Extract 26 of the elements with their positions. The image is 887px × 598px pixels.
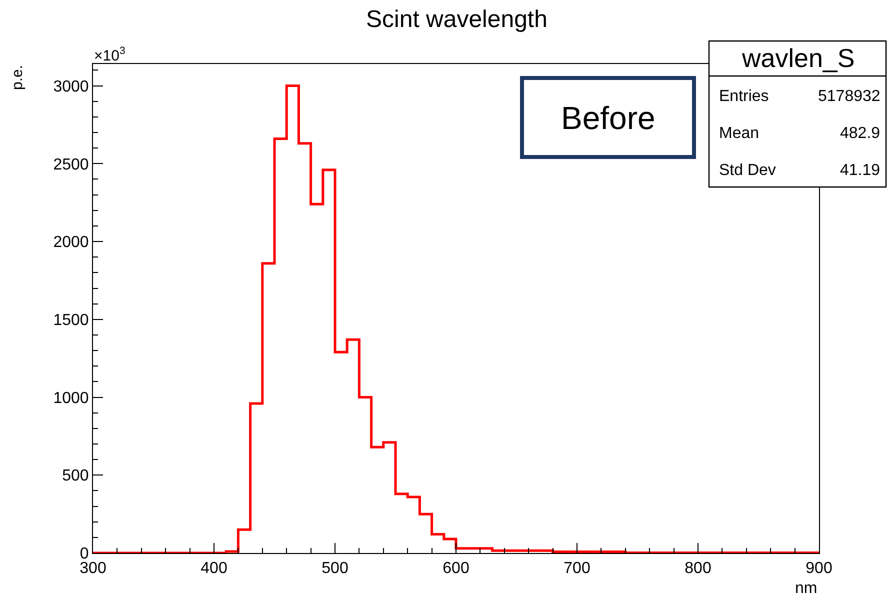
text: 41.19 (840, 162, 880, 179)
chart-title: Scint wavelength (366, 6, 548, 33)
y-tick-label: 3000 (53, 78, 89, 96)
x-tick-label: 700 (564, 560, 590, 578)
y-tick-label: 2000 (53, 234, 89, 252)
x-tick-label: 600 (442, 560, 470, 578)
x-axis-title: nm (795, 580, 818, 597)
y-axis-title: p.e. (9, 64, 26, 90)
annotation: 5178932 (818, 88, 880, 105)
x-tick-label: 300 (80, 560, 106, 578)
y-tick-label: 1500 (53, 312, 89, 329)
x-tick-label: 400 (200, 560, 228, 578)
y-tick-label: 0 (80, 546, 89, 563)
annotation: Mean (719, 125, 760, 142)
y-tick-label: 2500 (53, 156, 89, 174)
annotation: Entries (719, 88, 769, 105)
x-tick-label: 900 (806, 560, 832, 578)
annotation: Std Dev (719, 162, 776, 179)
text: 482.9 (840, 125, 880, 142)
annotation: Before (561, 100, 656, 136)
y-tick-label: 1000 (53, 390, 89, 407)
x-tick-label: 500 (322, 560, 348, 578)
annotation: ×10$^{3}$ (94, 45, 126, 64)
y-tick-label: 500 (62, 468, 89, 485)
annotation: wavlen_S (741, 43, 855, 73)
x-tick-label: 800 (684, 560, 712, 578)
